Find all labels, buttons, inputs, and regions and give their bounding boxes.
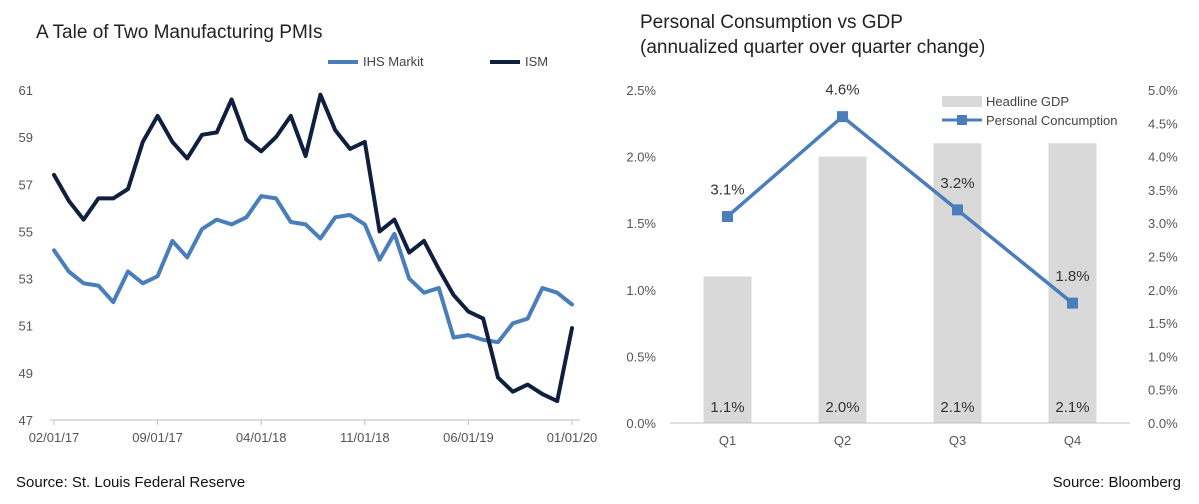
x-tick-label: 04/01/18: [236, 430, 287, 445]
legend-label-ihs: IHS Markit: [363, 54, 424, 69]
gdp-bar-label: 2.0%: [825, 399, 859, 416]
y-tick-label: 57: [19, 177, 33, 192]
consumption-line: 3.1% 4.6% 3.2% 1.8%: [710, 82, 1090, 309]
gdp-bar: [933, 143, 982, 423]
category-label: Q2: [834, 433, 851, 448]
right-tick-label: 2.5%: [1148, 250, 1178, 265]
right-tick-label: 1.5%: [1148, 316, 1178, 331]
legend-label-ism: ISM: [525, 54, 548, 69]
right-tick-label: 0.0%: [1148, 416, 1178, 431]
legend-label-consumption: Personal Concumption: [986, 113, 1118, 128]
pmi-line-chart: A Tale of Two Manufacturing PMIs IHS Mar…: [19, 22, 598, 445]
x-tick-label: 09/01/17: [132, 430, 183, 445]
right-tick-label: 4.5%: [1148, 116, 1178, 131]
consumption-label: 3.1%: [710, 182, 744, 199]
right-axis-ticks: 0.0% 0.5% 1.0% 1.5% 2.0% 2.5% 3.0% 3.5% 4.0% 4.5%…: [1148, 83, 1178, 431]
y-tick-label: 55: [19, 224, 33, 239]
x-tick-label: 06/01/19: [443, 430, 494, 445]
legend-label-gdp: Headline GDP: [986, 94, 1069, 109]
legend: Headline GDP Personal Concumption: [942, 94, 1118, 128]
right-tick-label: 3.5%: [1148, 183, 1178, 198]
consumption-polyline: [726, 114, 1074, 305]
y-tick-label: 49: [19, 366, 33, 381]
legend: IHS Markit ISM: [328, 54, 548, 69]
gdp-bar-label: 2.1%: [940, 399, 974, 416]
right-tick-label: 4.0%: [1148, 150, 1178, 165]
consumption-marker: [722, 211, 733, 223]
x-tick-label: 02/01/17: [29, 430, 80, 445]
legend-swatch-gdp: [942, 96, 982, 107]
x-axis-ticks: 02/01/17 09/01/17 04/01/18 11/01/18 06/01/19…: [29, 420, 598, 445]
gdp-bar: [703, 276, 752, 423]
y-tick-label: 61: [19, 83, 33, 98]
right-tick-label: 5.0%: [1148, 83, 1178, 98]
y-tick-label: 47: [19, 413, 33, 428]
right-tick-label: 3.0%: [1148, 216, 1178, 231]
legend-marker-consumption: [957, 115, 967, 125]
series-line-ism: [52, 92, 574, 404]
consumption-label: 3.2%: [940, 175, 974, 192]
left-tick-label: 1.0%: [626, 283, 656, 298]
gdp-bars: 1.1% 2.0% 2.1% 2.1%: [703, 143, 1097, 423]
right-tick-label: 1.0%: [1148, 349, 1178, 364]
category-label: Q3: [949, 433, 966, 448]
gdp-bar: [818, 156, 867, 423]
plot-lines: [52, 92, 574, 404]
consumption-marker: [952, 204, 963, 216]
y-tick-label: 51: [19, 319, 33, 334]
chart-title: A Tale of Two Manufacturing PMIs: [36, 22, 323, 43]
right-tick-label: 2.0%: [1148, 283, 1178, 298]
source-note-left: Source: St. Louis Federal Reserve: [16, 474, 246, 491]
y-axis-ticks: 47 49 51 53 55 57 59 61: [19, 83, 33, 428]
left-tick-label: 1.5%: [626, 216, 656, 231]
x-axis-categories: Q1 Q2 Q3 Q4: [719, 433, 1081, 448]
left-axis-ticks: 0.0% 0.5% 1.0% 1.5% 2.0% 2.5%: [626, 83, 656, 431]
series-line-ihs-markit: [52, 194, 574, 345]
category-label: Q1: [719, 433, 736, 448]
y-tick-label: 53: [19, 272, 33, 287]
category-label: Q4: [1064, 433, 1081, 448]
consumption-marker: [1067, 297, 1078, 309]
chart-title-line-2: (annualized quarter over quarter change): [640, 37, 985, 58]
gdp-bar-label: 2.1%: [1055, 399, 1089, 416]
consumption-label: 4.6%: [825, 82, 859, 99]
right-tick-label: 0.5%: [1148, 383, 1178, 398]
left-tick-label: 2.5%: [626, 83, 656, 98]
gdp-bar-label: 1.1%: [710, 399, 744, 416]
x-tick-label: 01/01/20: [547, 430, 598, 445]
x-tick-label: 11/01/18: [340, 430, 390, 445]
source-note-right: Source: Bloomberg: [1052, 474, 1181, 491]
left-tick-label: 0.0%: [626, 416, 656, 431]
y-tick-label: 59: [19, 130, 33, 145]
gdp-bar: [1048, 143, 1097, 423]
consumption-gdp-chart: Personal Consumption vs GDP (annualized …: [626, 12, 1178, 448]
consumption-marker: [837, 111, 848, 123]
left-tick-label: 0.5%: [626, 349, 656, 364]
consumption-label: 1.8%: [1055, 268, 1089, 285]
left-tick-label: 2.0%: [626, 150, 656, 165]
chart-title-line-1: Personal Consumption vs GDP: [640, 12, 903, 33]
